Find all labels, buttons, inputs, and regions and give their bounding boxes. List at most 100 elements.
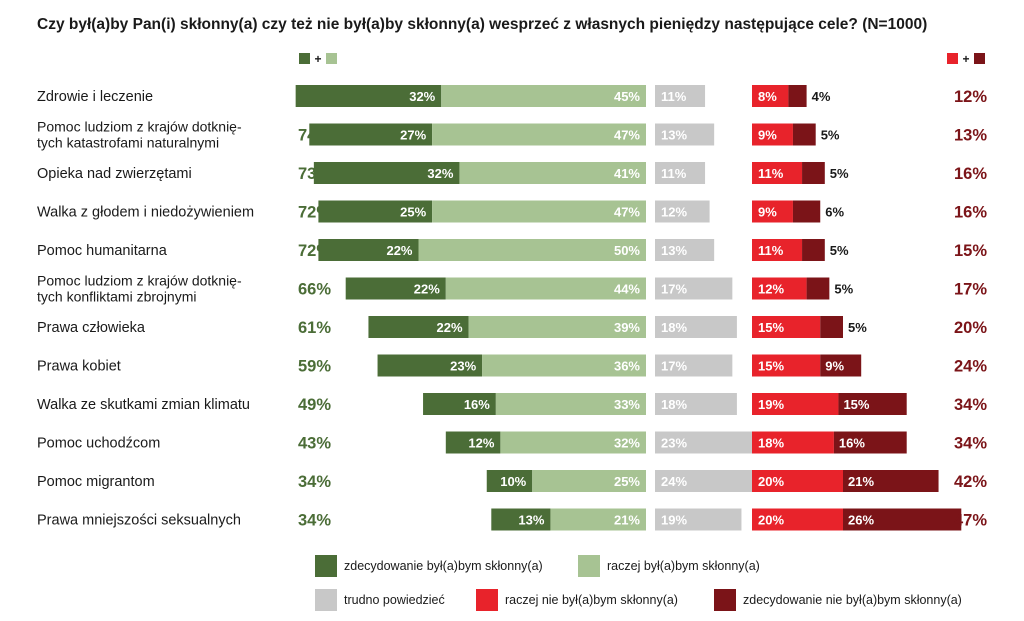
value-label-definitely-no: 21% xyxy=(848,474,874,489)
legend-label-rather-no: raczej nie był(a)bym skłonny(a) xyxy=(505,593,678,607)
bar-rather-yes xyxy=(459,162,646,184)
positive-total: 43% xyxy=(298,435,331,453)
value-label-definitely-no: 5% xyxy=(830,166,849,181)
bar-rather-yes xyxy=(441,85,646,107)
value-label-rather-no: 20% xyxy=(758,513,784,528)
value-label-definitely-no: 5% xyxy=(834,282,853,297)
category-label-line1: Pomoc ludziom z krajów dotknię- xyxy=(37,273,242,289)
value-label-hard-to-say: 19% xyxy=(661,513,687,528)
bar-definitely-no xyxy=(792,200,821,223)
value-label-rather-no: 20% xyxy=(758,474,784,489)
value-label-hard-to-say: 17% xyxy=(661,359,687,374)
negative-total: 47% xyxy=(954,512,987,530)
bar-rather-yes xyxy=(432,123,646,146)
value-label-definitely-yes: 22% xyxy=(386,243,412,258)
value-label-definitely-no: 16% xyxy=(839,436,865,451)
bar-definitely-yes xyxy=(486,470,533,492)
value-label-definitely-yes: 13% xyxy=(518,513,544,528)
legend-swatch-definitely-no xyxy=(714,589,736,611)
bar-rather-no xyxy=(752,162,803,184)
bar-rather-no xyxy=(752,393,839,415)
category-label: Walka z głodem i niedożywieniem xyxy=(37,205,254,221)
positive-key-plus: + xyxy=(314,52,321,66)
value-label-rather-no: 15% xyxy=(758,320,784,335)
value-label-definitely-yes: 12% xyxy=(468,436,494,451)
negative-total: 34% xyxy=(954,435,987,453)
bar-definitely-no xyxy=(806,277,830,300)
bar-rather-no xyxy=(752,431,834,454)
bar-rather-yes xyxy=(500,431,646,454)
positive-total: 49% xyxy=(298,396,331,414)
value-label-definitely-no: 9% xyxy=(825,359,844,374)
value-label-hard-to-say: 18% xyxy=(661,320,687,335)
chart-title: Czy był(a)by Pan(i) skłonny(a) czy też n… xyxy=(37,16,928,33)
value-label-rather-no: 11% xyxy=(758,243,784,258)
positive-total: 34% xyxy=(298,473,331,491)
value-label-definitely-yes: 22% xyxy=(437,320,463,335)
value-label-definitely-yes: 27% xyxy=(400,128,426,143)
bar-rather-no xyxy=(752,239,803,261)
value-label-rather-yes: 39% xyxy=(614,320,640,335)
value-label-definitely-no: 5% xyxy=(830,243,849,258)
bar-definitely-no xyxy=(833,431,907,454)
legend-swatch-definitely-yes xyxy=(315,555,337,577)
value-label-definitely-no: 6% xyxy=(825,205,844,220)
value-label-hard-to-say: 17% xyxy=(661,282,687,297)
category-label: Prawa mniejszości seksualnych xyxy=(37,513,241,529)
category-label-line2: tych konfliktami zbrojnymi xyxy=(37,289,197,305)
legend-swatch-rather-yes xyxy=(578,555,600,577)
legend-label-definitely-no: zdecydowanie nie był(a)bym skłonny(a) xyxy=(743,593,962,607)
bar-definitely-no xyxy=(792,123,816,146)
bar-rather-no xyxy=(752,123,793,146)
bar-definitely-no xyxy=(838,393,907,415)
value-label-rather-no: 9% xyxy=(758,128,777,143)
legend-label-hard-to-say: trudno powiedzieć xyxy=(344,593,445,607)
value-label-hard-to-say: 18% xyxy=(661,397,687,412)
value-label-definitely-no: 5% xyxy=(821,128,840,143)
bar-definitely-yes xyxy=(445,431,501,454)
bar-definitely-yes xyxy=(423,393,496,415)
value-label-definitely-yes: 32% xyxy=(409,89,435,104)
bar-rather-no xyxy=(752,316,821,338)
bar-hard-to-say xyxy=(655,316,737,338)
bar-hard-to-say xyxy=(655,162,706,184)
category-label: Prawa kobiet xyxy=(37,359,121,375)
bar-hard-to-say xyxy=(655,470,765,492)
bar-definitely-yes xyxy=(491,508,551,531)
negative-total: 24% xyxy=(954,358,987,376)
value-label-hard-to-say: 23% xyxy=(661,436,687,451)
value-label-rather-no: 15% xyxy=(758,359,784,374)
value-label-rather-yes: 47% xyxy=(614,128,640,143)
legend-label-definitely-yes: zdecydowanie był(a)bym skłonny(a) xyxy=(344,559,543,573)
bar-rather-no xyxy=(752,277,807,300)
bar-definitely-no xyxy=(820,354,862,377)
bar-definitely-yes xyxy=(318,239,419,261)
bar-rather-yes xyxy=(532,470,646,492)
positive-total: 66% xyxy=(298,281,331,299)
value-label-definitely-yes: 10% xyxy=(500,474,526,489)
bar-rather-no xyxy=(752,354,821,377)
negative-key-red-swatch xyxy=(947,53,958,64)
bar-rather-yes xyxy=(550,508,646,531)
value-label-rather-yes: 33% xyxy=(614,397,640,412)
bar-hard-to-say xyxy=(655,123,715,146)
bar-definitely-no xyxy=(802,239,825,261)
negative-total: 13% xyxy=(954,127,987,145)
negative-key-plus: + xyxy=(962,52,969,66)
positive-total: 61% xyxy=(298,319,331,337)
negative-key-darkred-swatch xyxy=(974,53,985,64)
value-label-definitely-yes: 16% xyxy=(464,397,490,412)
bar-definitely-yes xyxy=(318,200,433,223)
negative-total: 20% xyxy=(954,319,987,337)
value-label-definitely-no: 26% xyxy=(848,513,874,528)
bar-hard-to-say xyxy=(655,200,710,223)
value-label-rather-yes: 41% xyxy=(614,166,640,181)
bar-hard-to-say xyxy=(655,393,737,415)
bar-hard-to-say xyxy=(655,85,706,107)
value-label-rather-no: 18% xyxy=(758,436,784,451)
bar-rather-yes xyxy=(432,200,646,223)
negative-total: 16% xyxy=(954,204,987,222)
value-label-definitely-yes: 22% xyxy=(414,282,440,297)
bar-definitely-yes xyxy=(309,123,433,146)
